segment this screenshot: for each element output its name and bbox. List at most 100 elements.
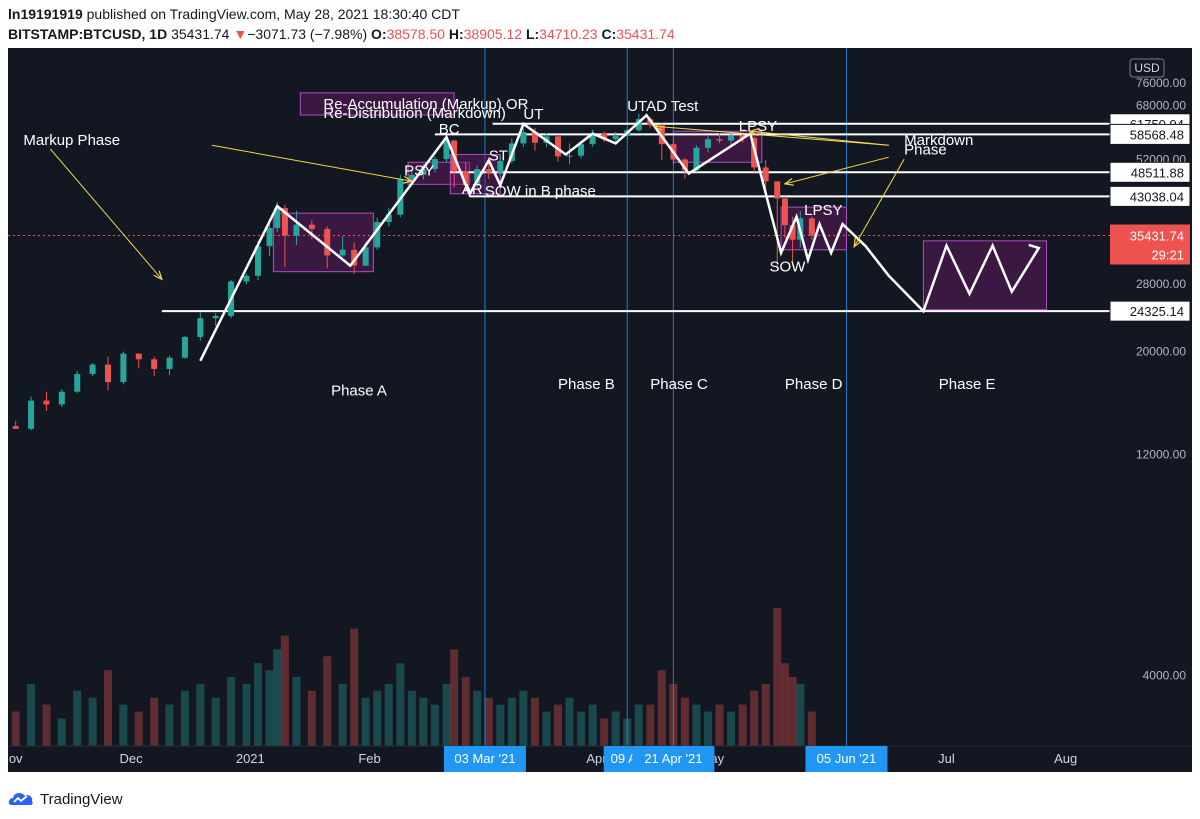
symbol-name: BITSTAMP:BTCUSD, 1D [8,26,168,42]
volume-bar [680,697,689,746]
currency-button[interactable] [1129,58,1165,78]
volume-bar [384,683,393,746]
annotation-label: Re-Distribution (Markdown) [323,105,506,122]
volume-bar [11,711,20,746]
currency-label: USD [1134,61,1160,75]
x-tick-label: Apr [586,751,607,766]
volume-bar [542,711,551,746]
candle-body [601,133,608,140]
candle-body [739,135,746,139]
low-value: 34710.23 [539,26,598,42]
volume-bar [565,697,574,746]
x-tick-label: Jul [938,751,955,766]
volume-bar [519,690,528,746]
current-price-tag [1110,224,1190,265]
candle-body [374,221,381,248]
volume-bar [461,677,470,746]
x-tick-label: Feb [358,751,380,766]
volume-bar [242,683,251,746]
annotation-arrow [654,125,889,146]
date-marker-label: 03 Mar '21 [454,751,515,766]
time-axis-background [8,746,1192,772]
high-value: 38905.12 [463,26,523,42]
tradingview-logo[interactable]: TradingView [8,790,123,808]
candle-body [43,400,50,405]
chart-area[interactable]: Markup Phase Re-Accumulation (Markup) OR R… [8,48,1192,772]
volume-bar [750,690,759,746]
volume-bar [807,711,816,746]
y-tick-label: 4000.00 [1143,668,1187,682]
bar-countdown-label: 29:21 [1151,248,1184,263]
volume-bar [657,670,666,746]
publish-date: published on TradingView.com, May 28, 20… [86,6,460,22]
volume-bar [119,704,128,746]
price-level-label: 43038.04 [1130,189,1184,204]
volume-bar [496,704,505,746]
volume-bar [727,711,736,746]
author-name[interactable]: ln19191919 [8,6,83,22]
candle-body [431,159,438,170]
tradingview-cloud-icon [8,793,33,805]
volume-bar [73,690,82,746]
volume-bar [211,697,220,746]
candle-body [589,133,596,145]
candle-body [462,171,469,186]
annotation-label: Markup Phase [23,132,120,149]
annotation-label: AR [462,181,483,198]
annotation-arrow [750,130,889,146]
open-label: O: [371,26,387,42]
price-level-tag [1109,185,1191,207]
candle-body [166,357,173,369]
volume-bar [165,704,174,746]
volume-bar [507,697,516,746]
volume-bar [419,697,428,746]
y-tick-label: 68000.00 [1136,98,1186,112]
close-value: 35431.74 [616,26,675,42]
volume-bar [338,683,347,746]
close-label: C: [601,26,617,42]
y-tick-label: 12000.00 [1136,447,1186,461]
arrow-head [853,237,862,249]
candle-body [520,131,527,144]
wyckoff-schematic-path [199,113,1040,362]
candle-body [324,228,331,256]
candle-body [728,135,735,141]
candle-body [485,169,492,173]
candle-body [28,400,35,429]
y-tick-label: 76000.00 [1136,76,1186,90]
volume-bar [104,670,112,746]
current-price-label: 35431.74 [1130,229,1184,244]
annotation-label: UT [523,106,543,123]
candle-body [385,214,392,222]
volume-bar [634,704,643,746]
candle-body [705,139,711,148]
volume-bar [473,690,482,746]
candle-body [531,131,538,143]
open-value: 38578.50 [386,26,445,42]
volume-bar [796,683,805,746]
candle-body [716,139,723,141]
volume-bar [361,697,370,746]
candle-body [293,224,300,236]
volume-bar [611,711,620,746]
price-chart[interactable]: Markup Phase Re-Accumulation (Markup) ORR… [8,48,1192,772]
volume-bar [588,704,597,746]
candle-body [612,136,619,140]
last-price: 35431.74 [171,26,230,42]
volume-bar [307,690,316,746]
arrow-head [748,128,760,137]
candle-body [781,198,788,226]
volume-bar [430,704,439,746]
date-marker-tag [443,746,526,772]
symbol-info: BITSTAMP:BTCUSD, 1D 35431.74 ▼−3071.73 (… [8,26,675,42]
candle-body [762,167,769,182]
annotation-label: Phase A [331,382,387,399]
candle-body [443,140,450,160]
annotation-label: ST [489,147,508,164]
candle-body [789,225,796,240]
price-level-label: 48511.88 [1131,165,1184,180]
arrow-head [783,177,794,186]
candle-body [181,336,188,358]
annotation-label: UTAD Test [627,98,699,115]
candle-body [89,364,96,374]
